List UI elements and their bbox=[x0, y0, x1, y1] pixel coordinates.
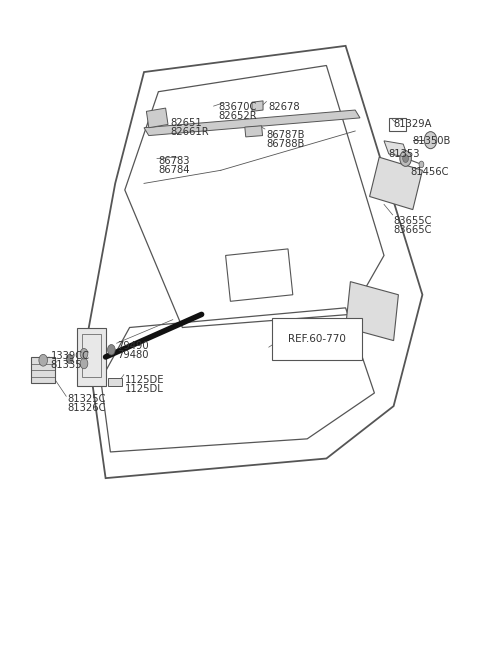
Text: 81350B: 81350B bbox=[413, 136, 451, 145]
Bar bbox=[77, 328, 106, 386]
Text: 86788B: 86788B bbox=[266, 139, 305, 149]
Text: 1125DE: 1125DE bbox=[125, 375, 164, 384]
Text: REF.60-770: REF.60-770 bbox=[288, 335, 346, 345]
Text: 1339CC: 1339CC bbox=[50, 351, 89, 361]
Polygon shape bbox=[245, 126, 263, 137]
Text: 81456C: 81456C bbox=[410, 167, 449, 177]
Bar bbox=[82, 334, 101, 377]
Circle shape bbox=[108, 345, 115, 355]
Text: 81326C: 81326C bbox=[67, 403, 106, 413]
Polygon shape bbox=[252, 101, 263, 111]
Text: 82661R: 82661R bbox=[170, 127, 209, 137]
Polygon shape bbox=[346, 282, 398, 341]
Circle shape bbox=[403, 155, 408, 162]
Text: REF.60-770: REF.60-770 bbox=[288, 335, 346, 345]
Text: 82678: 82678 bbox=[269, 102, 300, 111]
Polygon shape bbox=[146, 108, 168, 128]
Text: 82652R: 82652R bbox=[218, 111, 257, 121]
Polygon shape bbox=[144, 110, 360, 136]
Polygon shape bbox=[108, 378, 122, 386]
Circle shape bbox=[39, 354, 48, 366]
Circle shape bbox=[400, 151, 411, 166]
Text: 79480: 79480 bbox=[118, 350, 149, 360]
Text: 83655C: 83655C bbox=[394, 216, 432, 226]
Text: 83665C: 83665C bbox=[394, 225, 432, 235]
Text: 79490: 79490 bbox=[118, 341, 149, 350]
Circle shape bbox=[80, 348, 88, 359]
Polygon shape bbox=[370, 157, 422, 210]
Text: 83670C: 83670C bbox=[218, 102, 257, 111]
Circle shape bbox=[66, 354, 73, 364]
Text: 86787B: 86787B bbox=[266, 130, 305, 140]
Text: 81335: 81335 bbox=[50, 360, 82, 370]
Text: 81353: 81353 bbox=[389, 149, 420, 159]
Text: 86784: 86784 bbox=[158, 165, 190, 175]
Text: 81329A: 81329A bbox=[394, 119, 432, 129]
Text: 86783: 86783 bbox=[158, 156, 190, 166]
Text: 82651: 82651 bbox=[170, 118, 202, 128]
Polygon shape bbox=[384, 141, 408, 157]
Text: 81325C: 81325C bbox=[67, 394, 106, 404]
Circle shape bbox=[419, 161, 424, 168]
Circle shape bbox=[424, 132, 437, 149]
Text: 1125DL: 1125DL bbox=[125, 384, 164, 394]
Text: REF.60-770: REF.60-770 bbox=[288, 334, 346, 344]
Circle shape bbox=[80, 358, 88, 369]
Text: REF.60-770: REF.60-770 bbox=[288, 335, 346, 345]
Polygon shape bbox=[31, 357, 55, 383]
